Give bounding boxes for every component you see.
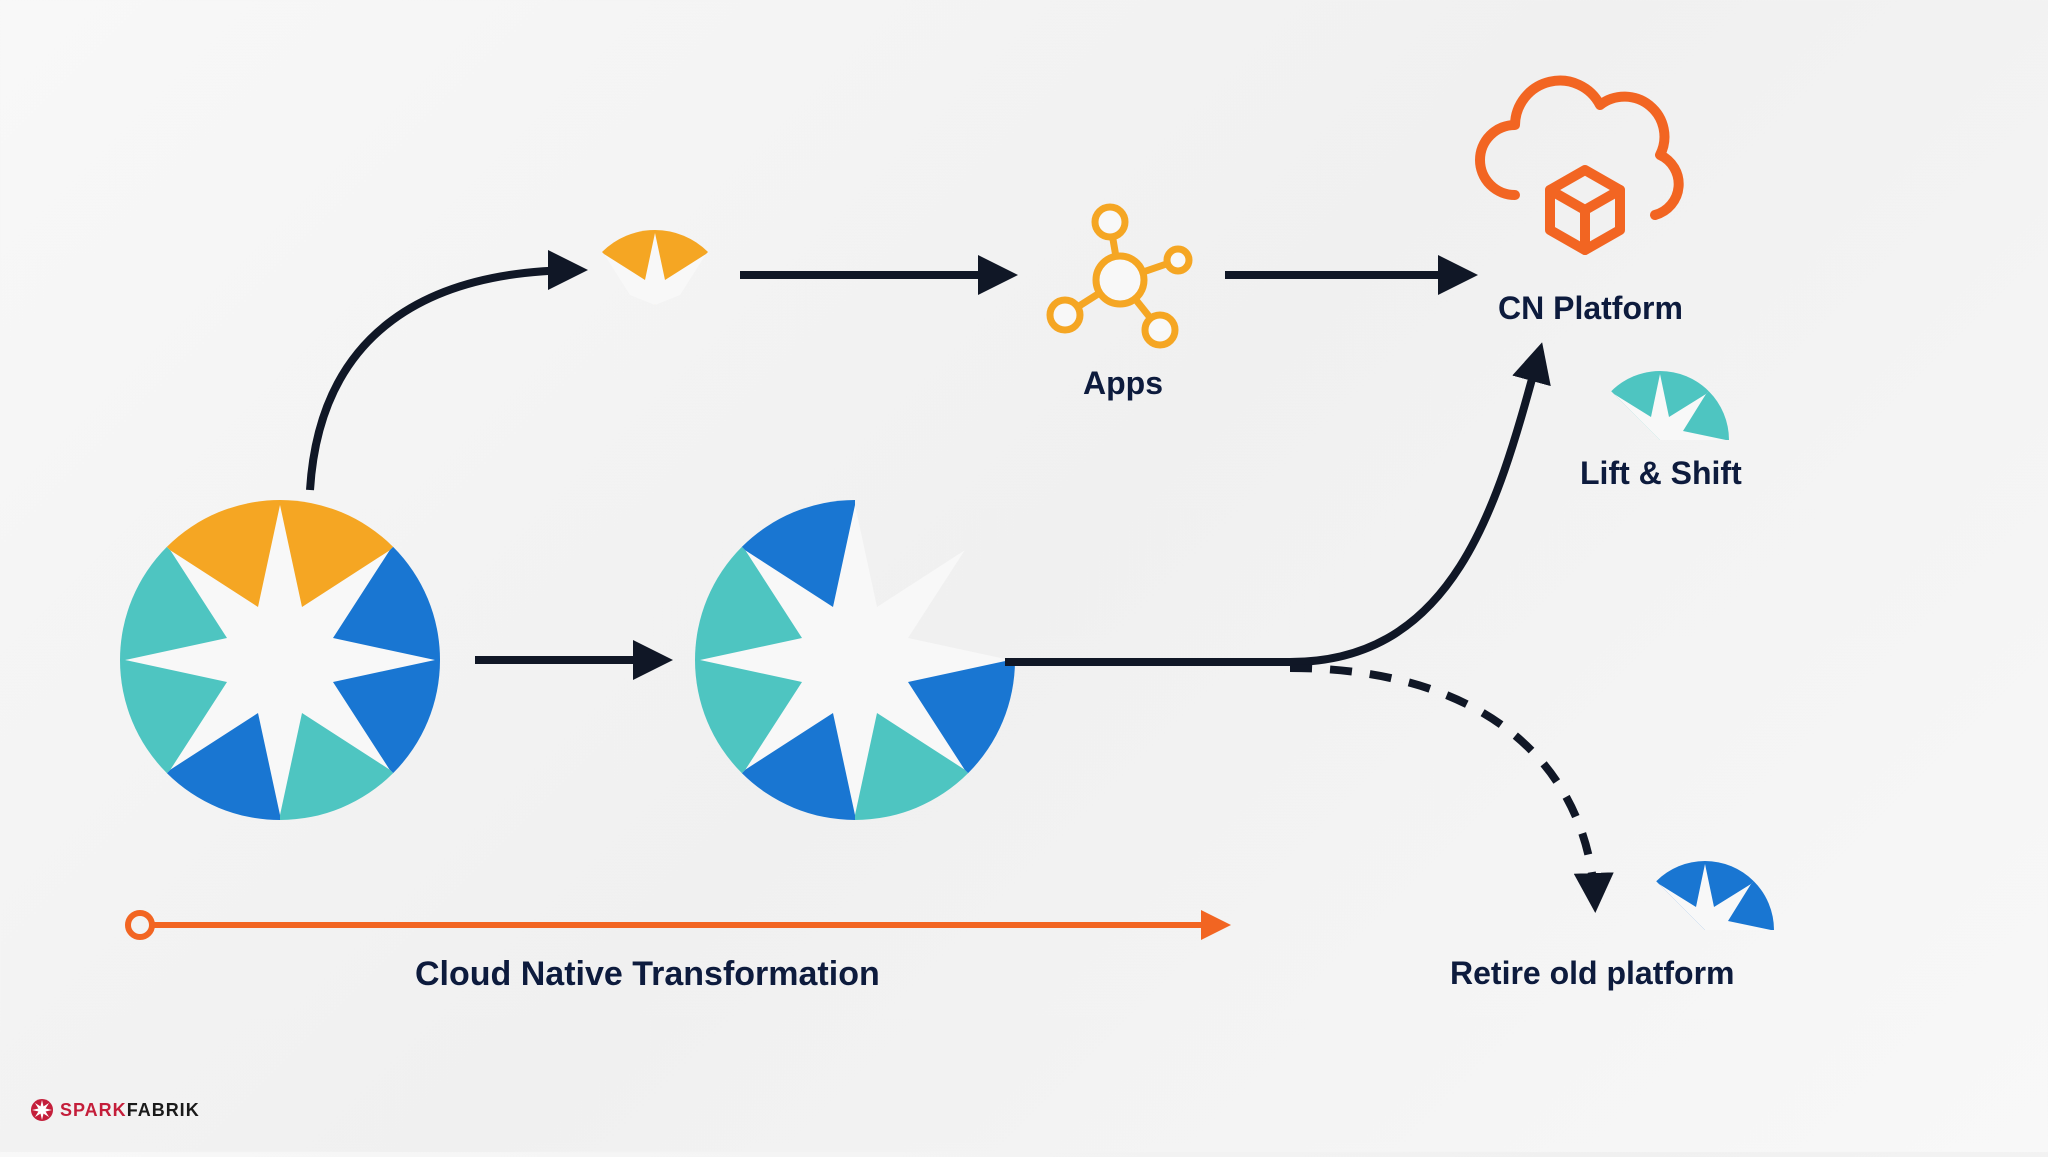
full-star-icon: [120, 500, 440, 820]
logo-icon: [30, 1098, 54, 1122]
apps-network-icon: [1050, 207, 1189, 345]
logo-text: SPARKFABRIK: [60, 1100, 200, 1121]
blue-fan-icon: [1656, 861, 1774, 930]
diagram-svg: [0, 0, 2048, 1152]
transformation-diagram: Apps CN Platform Lift & Shift Retire old…: [0, 0, 2048, 1152]
transformation-label: Cloud Native Transformation: [415, 955, 880, 994]
cloud-cube-icon: [1480, 81, 1679, 250]
yellow-fan-icon: [602, 230, 708, 305]
teal-fan-icon: [1611, 371, 1729, 440]
edge-partial-to-retire: [1290, 668, 1595, 905]
cn-platform-label: CN Platform: [1498, 290, 1683, 327]
logo-text-fabrik: FABRIK: [127, 1100, 200, 1120]
apps-label: Apps: [1083, 365, 1163, 402]
lift-shift-label: Lift & Shift: [1580, 455, 1742, 492]
edge-star-to-fan: [310, 270, 580, 490]
timeline-arrow: [128, 913, 1225, 937]
retire-label: Retire old platform: [1450, 955, 1734, 992]
partial-star-icon: [695, 500, 1015, 820]
logo-text-spark: SPARK: [60, 1100, 127, 1120]
sparkfabrik-logo: SPARKFABRIK: [30, 1098, 200, 1122]
